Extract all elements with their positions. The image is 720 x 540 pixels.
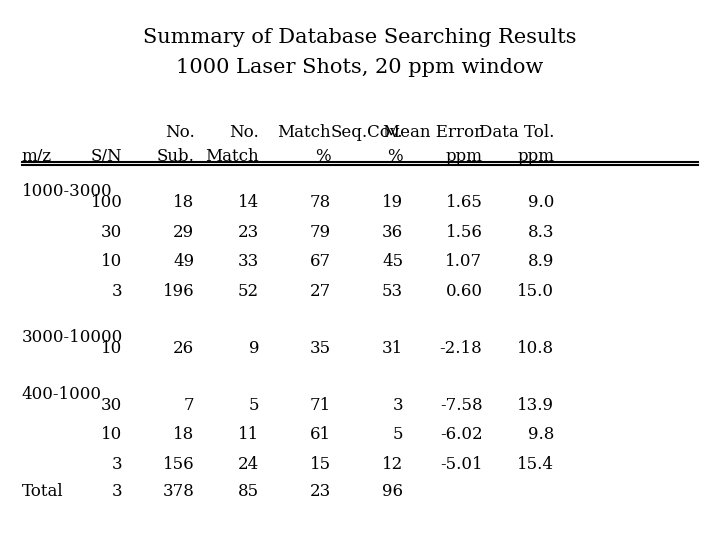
Text: 3: 3 <box>112 456 122 473</box>
Text: No.: No. <box>230 124 259 141</box>
Text: Sub.: Sub. <box>156 148 194 165</box>
Text: 45: 45 <box>382 253 403 271</box>
Text: ppm: ppm <box>518 148 554 165</box>
Text: Mean Error: Mean Error <box>383 124 482 141</box>
Text: 9.0: 9.0 <box>528 194 554 211</box>
Text: 85: 85 <box>238 483 259 500</box>
Text: 3: 3 <box>112 483 122 500</box>
Text: 100: 100 <box>91 194 122 211</box>
Text: 10.8: 10.8 <box>517 340 554 357</box>
Text: %: % <box>315 148 331 165</box>
Text: 33: 33 <box>238 253 259 271</box>
Text: 10: 10 <box>101 340 122 357</box>
Text: 10: 10 <box>101 253 122 271</box>
Text: 78: 78 <box>310 194 331 211</box>
Text: 15.4: 15.4 <box>518 456 554 473</box>
Text: 15.0: 15.0 <box>518 283 554 300</box>
Text: -5.01: -5.01 <box>440 456 482 473</box>
Text: 5: 5 <box>392 426 403 443</box>
Text: 31: 31 <box>382 340 403 357</box>
Text: 5: 5 <box>248 396 259 414</box>
Text: 11: 11 <box>238 426 259 443</box>
Text: 79: 79 <box>310 224 331 241</box>
Text: 12: 12 <box>382 456 403 473</box>
Text: Seq.Cov.: Seq.Cov. <box>330 124 403 141</box>
Text: 0.60: 0.60 <box>446 283 482 300</box>
Text: 61: 61 <box>310 426 331 443</box>
Text: 53: 53 <box>382 283 403 300</box>
Text: 96: 96 <box>382 483 403 500</box>
Text: 19: 19 <box>382 194 403 211</box>
Text: 49: 49 <box>174 253 194 271</box>
Text: 156: 156 <box>163 456 194 473</box>
Text: 67: 67 <box>310 253 331 271</box>
Text: 13.9: 13.9 <box>518 396 554 414</box>
Text: 1000-3000: 1000-3000 <box>22 183 112 200</box>
Text: 3: 3 <box>392 396 403 414</box>
Text: %: % <box>387 148 403 165</box>
Text: Summary of Database Searching Results: Summary of Database Searching Results <box>143 28 577 48</box>
Text: Match: Match <box>278 124 331 141</box>
Text: 15: 15 <box>310 456 331 473</box>
Text: 52: 52 <box>238 283 259 300</box>
Text: 400-1000: 400-1000 <box>22 386 102 403</box>
Text: 30: 30 <box>101 224 122 241</box>
Text: 71: 71 <box>310 396 331 414</box>
Text: 14: 14 <box>238 194 259 211</box>
Text: 10: 10 <box>101 426 122 443</box>
Text: 3000-10000: 3000-10000 <box>22 329 123 346</box>
Text: m/z: m/z <box>22 148 52 165</box>
Text: 1.65: 1.65 <box>446 194 482 211</box>
Text: S/N: S/N <box>91 148 122 165</box>
Text: 1.56: 1.56 <box>446 224 482 241</box>
Text: 8.3: 8.3 <box>528 224 554 241</box>
Text: ppm: ppm <box>446 148 482 165</box>
Text: 196: 196 <box>163 283 194 300</box>
Text: 9: 9 <box>248 340 259 357</box>
Text: No.: No. <box>165 124 194 141</box>
Text: 7: 7 <box>184 396 194 414</box>
Text: 1000 Laser Shots, 20 ppm window: 1000 Laser Shots, 20 ppm window <box>176 58 544 77</box>
Text: 23: 23 <box>310 483 331 500</box>
Text: 24: 24 <box>238 456 259 473</box>
Text: 9.8: 9.8 <box>528 426 554 443</box>
Text: 30: 30 <box>101 396 122 414</box>
Text: 27: 27 <box>310 283 331 300</box>
Text: 8.9: 8.9 <box>528 253 554 271</box>
Text: -2.18: -2.18 <box>440 340 482 357</box>
Text: 18: 18 <box>173 194 194 211</box>
Text: 26: 26 <box>174 340 194 357</box>
Text: 36: 36 <box>382 224 403 241</box>
Text: Total: Total <box>22 483 63 500</box>
Text: Match: Match <box>206 148 259 165</box>
Text: 23: 23 <box>238 224 259 241</box>
Text: 18: 18 <box>173 426 194 443</box>
Text: -7.58: -7.58 <box>440 396 482 414</box>
Text: 1.07: 1.07 <box>445 253 482 271</box>
Text: -6.02: -6.02 <box>440 426 482 443</box>
Text: Data Tol.: Data Tol. <box>479 124 554 141</box>
Text: 29: 29 <box>174 224 194 241</box>
Text: 35: 35 <box>310 340 331 357</box>
Text: 378: 378 <box>163 483 194 500</box>
Text: 3: 3 <box>112 283 122 300</box>
